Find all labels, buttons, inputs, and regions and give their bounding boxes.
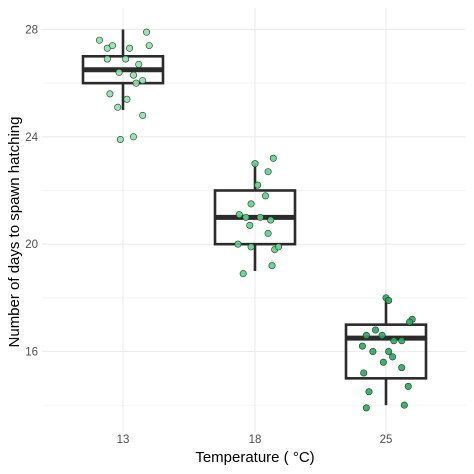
data-point bbox=[123, 95, 131, 103]
data-point bbox=[372, 326, 380, 334]
data-point bbox=[264, 168, 272, 176]
data-point bbox=[247, 200, 255, 208]
data-point bbox=[379, 358, 387, 366]
x-tick-label: 25 bbox=[380, 434, 393, 446]
data-point bbox=[369, 347, 377, 355]
data-point bbox=[109, 42, 117, 50]
y-tick-label: 16 bbox=[25, 346, 38, 358]
y-tick-label: 24 bbox=[25, 132, 38, 144]
grid bbox=[42, 8, 466, 432]
data-point bbox=[261, 192, 269, 200]
data-point bbox=[135, 60, 143, 68]
data-point bbox=[246, 221, 254, 229]
data-point bbox=[129, 133, 137, 141]
data-point bbox=[242, 213, 250, 221]
data-point bbox=[385, 297, 393, 305]
data-point bbox=[129, 71, 137, 79]
data-point bbox=[390, 337, 398, 345]
data-point bbox=[358, 342, 366, 350]
data-point bbox=[254, 181, 262, 189]
data-point bbox=[362, 331, 370, 339]
data-point bbox=[116, 135, 124, 143]
data-point bbox=[365, 388, 373, 396]
data-point bbox=[122, 55, 130, 63]
data-point bbox=[398, 364, 406, 372]
data-point bbox=[247, 243, 255, 251]
data-point bbox=[398, 337, 406, 345]
data-point bbox=[235, 211, 243, 219]
data-point bbox=[269, 154, 277, 162]
data-point bbox=[385, 347, 393, 355]
data-point bbox=[126, 44, 134, 52]
data-point bbox=[267, 216, 275, 224]
data-point bbox=[362, 404, 370, 412]
x-axis-title: Temperature ( °C) bbox=[195, 449, 314, 466]
data-point bbox=[95, 36, 103, 44]
y-axis-title: Number of days to spawn hatching bbox=[6, 117, 23, 348]
data-point bbox=[239, 270, 247, 278]
points bbox=[95, 28, 416, 412]
data-point bbox=[406, 318, 414, 326]
data-point bbox=[115, 68, 123, 76]
data-point bbox=[389, 353, 397, 361]
data-point bbox=[106, 90, 114, 98]
data-point bbox=[114, 103, 122, 111]
x-tick-label: 18 bbox=[249, 434, 262, 446]
x-tick-label: 13 bbox=[117, 434, 130, 446]
boxes bbox=[81, 29, 428, 406]
box-iqr bbox=[344, 323, 428, 380]
data-point bbox=[360, 369, 368, 377]
data-point bbox=[143, 28, 151, 36]
data-point bbox=[103, 55, 111, 63]
data-point bbox=[378, 331, 386, 339]
data-point bbox=[145, 42, 153, 50]
data-point bbox=[268, 262, 276, 270]
data-point bbox=[251, 160, 259, 168]
data-point bbox=[139, 111, 147, 119]
data-point bbox=[400, 401, 408, 409]
data-point bbox=[275, 243, 283, 251]
y-tick-label: 20 bbox=[25, 239, 38, 251]
data-point bbox=[404, 382, 412, 390]
data-point bbox=[132, 79, 140, 87]
data-point bbox=[139, 76, 147, 84]
data-point bbox=[234, 240, 242, 248]
data-point bbox=[256, 213, 264, 221]
data-point bbox=[264, 229, 272, 237]
y-tick-label: 28 bbox=[25, 24, 38, 36]
tick-labels: 16 20 24 28 13 18 25 bbox=[25, 24, 392, 446]
